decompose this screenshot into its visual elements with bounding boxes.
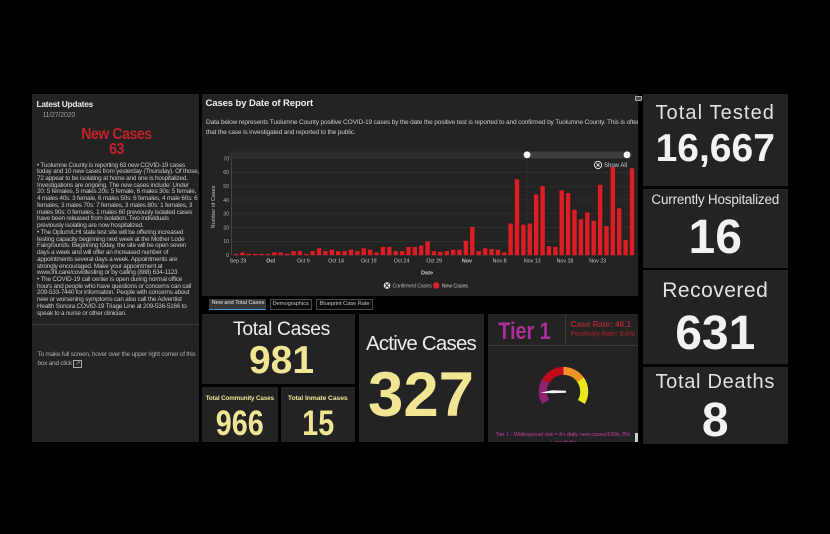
svg-text:Nov 8: Nov 8	[493, 259, 507, 265]
svg-text:Nov: Nov	[462, 259, 472, 265]
svg-text:New Cases: New Cases	[442, 283, 468, 289]
svg-text:Oct: Oct	[266, 259, 275, 265]
svg-text:70: 70	[223, 156, 229, 162]
svg-text:Nov 23: Nov 23	[589, 259, 606, 265]
svg-text:40: 40	[223, 198, 229, 204]
svg-text:Oct 9: Oct 9	[297, 259, 310, 265]
svg-text:Sep 29: Sep 29	[230, 259, 247, 265]
svg-text:Date: Date	[421, 271, 433, 277]
svg-text:0: 0	[226, 253, 229, 259]
svg-text:20: 20	[223, 225, 229, 231]
svg-text:Oct 14: Oct 14	[328, 259, 344, 265]
svg-text:Nov 13: Nov 13	[524, 259, 541, 265]
svg-text:Number of Cases: Number of Cases	[211, 185, 217, 228]
svg-text:Oct 29: Oct 29	[426, 259, 442, 265]
svg-text:Oct 24: Oct 24	[394, 259, 410, 265]
svg-text:50: 50	[223, 184, 229, 190]
svg-text:Oct 19: Oct 19	[361, 259, 377, 265]
svg-text:30: 30	[223, 212, 229, 218]
svg-text:Nov 18: Nov 18	[557, 259, 574, 265]
svg-text:Confirmed Cases: Confirmed Cases	[393, 283, 433, 289]
svg-text:60: 60	[223, 170, 229, 176]
svg-text:Show All: Show All	[604, 163, 627, 169]
svg-text:10: 10	[223, 239, 229, 245]
